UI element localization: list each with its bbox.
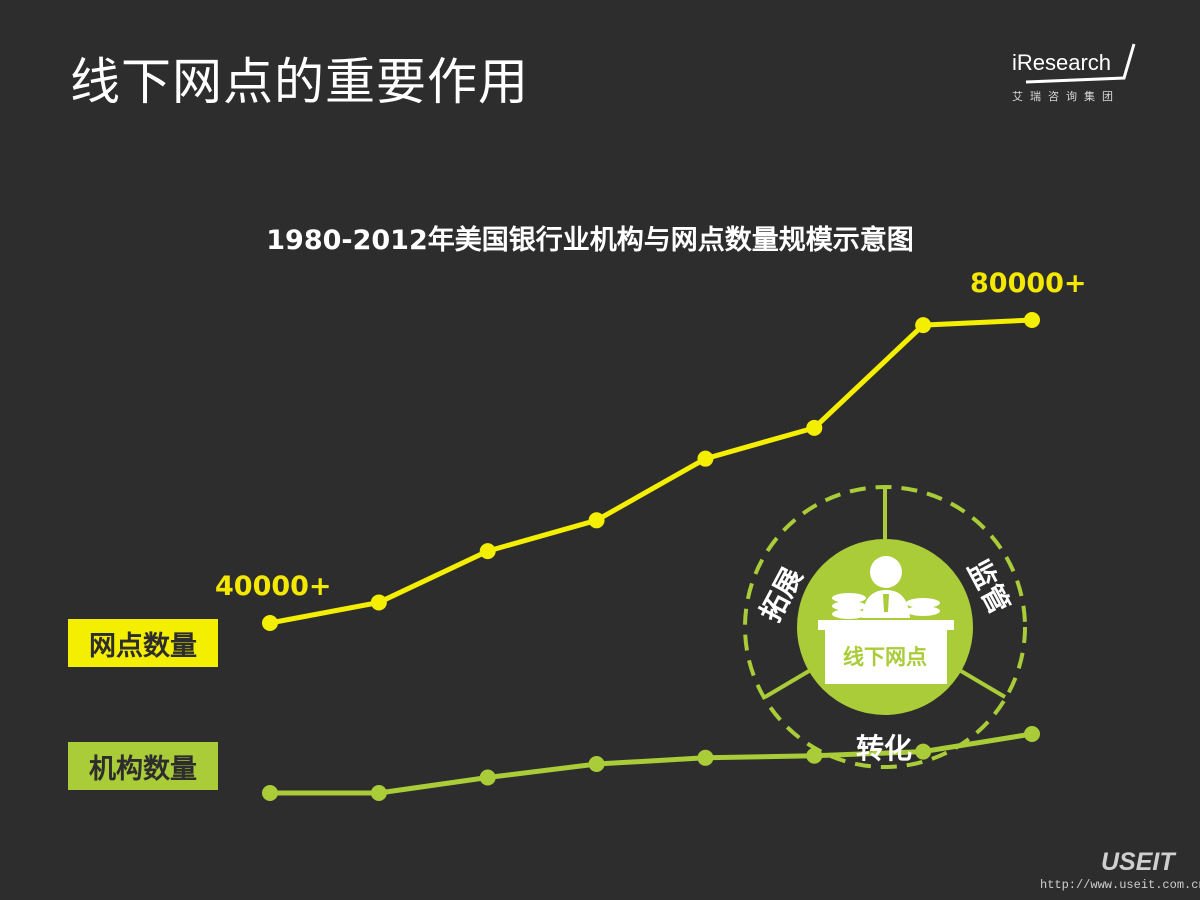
institutions-point-2 xyxy=(370,785,387,801)
institutions-point-1 xyxy=(262,785,278,801)
end-value-label: 80000+ xyxy=(970,268,1087,299)
institutions-point-6 xyxy=(806,747,823,764)
branches-point-1 xyxy=(262,615,278,631)
watermark-brand: USEIT xyxy=(1101,848,1175,876)
branches-point-5 xyxy=(697,450,714,467)
chart-title: 1980-2012年美国银行业机构与网点数量规模示意图 xyxy=(266,225,914,256)
institutions-line xyxy=(270,731,1033,796)
page-title: 线下网点的重要作用 xyxy=(70,53,529,111)
branches-line xyxy=(269,317,1033,626)
watermark-url: http://www.useit.com.cn xyxy=(1040,878,1200,892)
divider-left xyxy=(763,669,811,699)
segment-convert: 转化 xyxy=(856,732,913,765)
institutions-label: 机构数量 xyxy=(68,742,218,790)
branches-point-8 xyxy=(1024,312,1040,328)
divider-right xyxy=(959,669,1007,699)
center-label: 线下网点 xyxy=(843,645,927,669)
iresearch-logo: iResearch 艾瑞咨询集团 xyxy=(1008,42,1138,108)
network-role-diagram xyxy=(743,485,1027,769)
institutions-point-5 xyxy=(697,749,714,766)
logo-brand: iResearch xyxy=(1012,50,1112,75)
logo-subtitle: 艾瑞咨询集团 xyxy=(1012,90,1120,103)
branches-point-4 xyxy=(588,512,605,529)
branches-point-7 xyxy=(915,317,932,334)
institutions-point-7 xyxy=(915,743,932,760)
institutions-point-3 xyxy=(479,769,496,786)
start-value-label: 40000+ xyxy=(215,571,332,602)
banker-icon xyxy=(818,556,954,684)
institutions-point-8 xyxy=(1024,726,1040,742)
branches-point-2 xyxy=(370,594,387,611)
branches-label: 网点数量 xyxy=(68,619,218,667)
institutions-point-4 xyxy=(588,756,605,773)
branches-point-3 xyxy=(479,543,496,560)
chart-series xyxy=(262,312,1040,801)
branches-point-6 xyxy=(806,419,823,436)
logo-banner-shape xyxy=(1025,43,1136,84)
